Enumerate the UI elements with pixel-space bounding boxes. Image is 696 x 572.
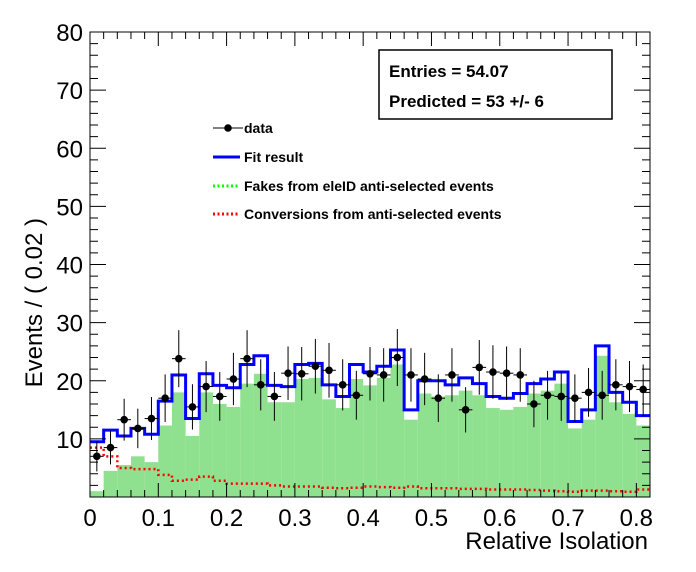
fakes-bar [513, 407, 527, 497]
fakes-bar [131, 456, 145, 497]
fakes-bar [104, 471, 118, 497]
fakes-bar [445, 395, 459, 497]
data-point [612, 381, 620, 389]
fakes-bar [363, 385, 377, 497]
legend-label: data [244, 120, 273, 136]
y-tick-label: 60 [56, 136, 83, 163]
data-point [489, 368, 497, 376]
fakes-bar [609, 402, 623, 497]
fakes-bar [309, 378, 323, 497]
data-point [325, 366, 333, 374]
data-point [216, 393, 224, 401]
data-point [434, 394, 442, 402]
data-point [312, 362, 320, 370]
data-point [380, 371, 388, 379]
data-point [202, 383, 210, 391]
fakes-bar [623, 414, 637, 497]
fakes-bar [158, 426, 172, 497]
x-axis-label: Relative Isolation [465, 528, 648, 555]
data-point [530, 400, 538, 408]
x-tick-label: 0.5 [415, 505, 448, 532]
data-point [544, 391, 552, 399]
fakes-bar [636, 426, 650, 497]
y-tick-label: 80 [56, 20, 83, 47]
y-tick-label: 40 [56, 253, 83, 280]
fakes-bar [90, 491, 104, 497]
data-point [243, 355, 251, 363]
data-point [448, 371, 456, 379]
x-tick-label: 0.2 [210, 505, 243, 532]
fakes-bar [145, 462, 159, 497]
fakes-bar [322, 399, 336, 497]
fakes-bar [582, 420, 596, 497]
data-point [516, 371, 524, 379]
legend-label: Conversions from anti-selected events [244, 206, 502, 222]
y-tick-label: 70 [56, 78, 83, 105]
data-point [407, 371, 415, 379]
data-point [257, 381, 265, 389]
stats-entries: Entries = 54.07 [389, 62, 509, 81]
fakes-bar [281, 402, 295, 497]
data-point [148, 415, 156, 423]
legend-swatch-marker [224, 124, 232, 132]
data-point [598, 391, 606, 399]
stats-box: Entries = 54.07 Predicted = 53 +/- 6 [379, 50, 612, 119]
fakes-bar [472, 395, 486, 497]
fakes-bar [227, 407, 241, 497]
data-point [189, 403, 197, 411]
data-point [394, 354, 402, 362]
fakes-bar [486, 408, 500, 497]
data-point [366, 370, 374, 378]
data-point [175, 355, 183, 363]
x-tick-label: 0.4 [346, 505, 379, 532]
fakes-bar [418, 394, 432, 497]
legend-label: Fakes from eleID anti-selected events [244, 178, 494, 194]
x-tick-label: 0.3 [278, 505, 311, 532]
data-point [271, 393, 279, 401]
data-point [284, 369, 292, 377]
data-point [298, 370, 306, 378]
fakes-bar [336, 408, 350, 497]
data-point [585, 389, 593, 397]
y-tick-label: 20 [56, 369, 83, 396]
y-tick-label: 50 [56, 194, 83, 221]
y-axis-label: Events / ( 0.02 ) [21, 218, 48, 387]
data-point [557, 393, 565, 401]
fakes-bar [404, 420, 418, 497]
data-point [421, 375, 429, 383]
data-point [353, 391, 361, 399]
fakes-bar [568, 428, 582, 497]
legend-label: Fit result [244, 149, 303, 165]
x-tick-label: 0.1 [142, 505, 175, 532]
data-point [93, 453, 101, 461]
fakes-bar [240, 384, 254, 497]
y-tick-label: 30 [56, 311, 83, 338]
stats-predicted: Predicted = 53 +/- 6 [389, 92, 544, 111]
data-point [120, 416, 128, 424]
data-point [161, 394, 169, 402]
data-point [462, 406, 470, 414]
data-point [503, 369, 511, 377]
x-tick-label: 0 [83, 505, 96, 532]
data-point [475, 364, 483, 372]
fakes-bar [500, 410, 514, 497]
fakes-bar [186, 436, 200, 497]
y-tick-label: 10 [56, 427, 83, 454]
data-point [571, 394, 579, 402]
data-point [134, 425, 142, 433]
data-point [626, 383, 634, 391]
data-point [107, 444, 115, 452]
data-point [230, 375, 238, 383]
fakes-bar [117, 465, 131, 497]
data-point [339, 381, 347, 389]
